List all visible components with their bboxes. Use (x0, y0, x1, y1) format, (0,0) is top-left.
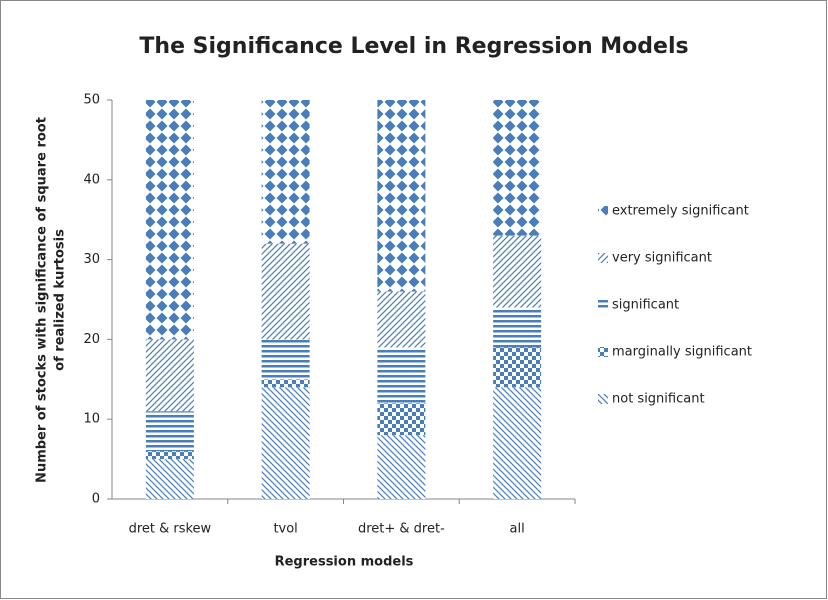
legend-label: extremely significant (612, 204, 749, 219)
x-tick-label: all (510, 522, 525, 537)
bar-segment (145, 339, 194, 412)
bar-segment (145, 451, 194, 460)
bar-segment (377, 403, 426, 436)
bar-segment (261, 379, 310, 388)
legend-label: not significant (612, 392, 705, 407)
y-tick-label: 10 (83, 412, 100, 427)
y-tick-label: 30 (83, 252, 100, 267)
y-axis-label: Number of stocks with significance of sq… (35, 117, 50, 483)
legend-swatch (598, 253, 608, 263)
x-axis-label: Regression models (275, 555, 414, 570)
legend-label: very significant (612, 251, 712, 266)
bar-segment (493, 347, 542, 388)
y-tick-label: 0 (92, 492, 100, 507)
x-tick-label: tvol (273, 522, 297, 537)
legend-label: marginally significant (612, 345, 752, 360)
bar-segment (145, 100, 194, 340)
bar-segment (377, 100, 426, 292)
bar-segment (261, 387, 310, 499)
x-tick-label: dret+ & dret- (358, 522, 445, 537)
y-tick-label: 20 (83, 332, 100, 347)
bar-segment (145, 459, 194, 499)
bar-segment (493, 387, 542, 499)
bar-segment (493, 235, 542, 308)
bar-segment (377, 347, 426, 404)
legend-swatch (598, 300, 608, 310)
x-tick-label: dret & rskew (129, 522, 212, 537)
legend-label: significant (612, 298, 679, 313)
bar-segment (261, 243, 310, 340)
bar-segment (145, 411, 194, 452)
bar-segment (493, 307, 542, 348)
y-tick-label: 40 (83, 172, 100, 187)
bar-segment (261, 100, 310, 244)
legend-swatch (598, 206, 608, 216)
bar-segment (493, 100, 542, 236)
bar-segment (377, 291, 426, 348)
chart-title: The Significance Level in Regression Mod… (139, 34, 688, 59)
y-tick-label: 50 (83, 93, 100, 108)
bar-segment (261, 339, 310, 380)
legend-swatch (598, 394, 608, 404)
y-axis-label: of realized kurtosis (53, 229, 68, 371)
legend-swatch (598, 347, 608, 357)
bar-segment (377, 435, 426, 499)
